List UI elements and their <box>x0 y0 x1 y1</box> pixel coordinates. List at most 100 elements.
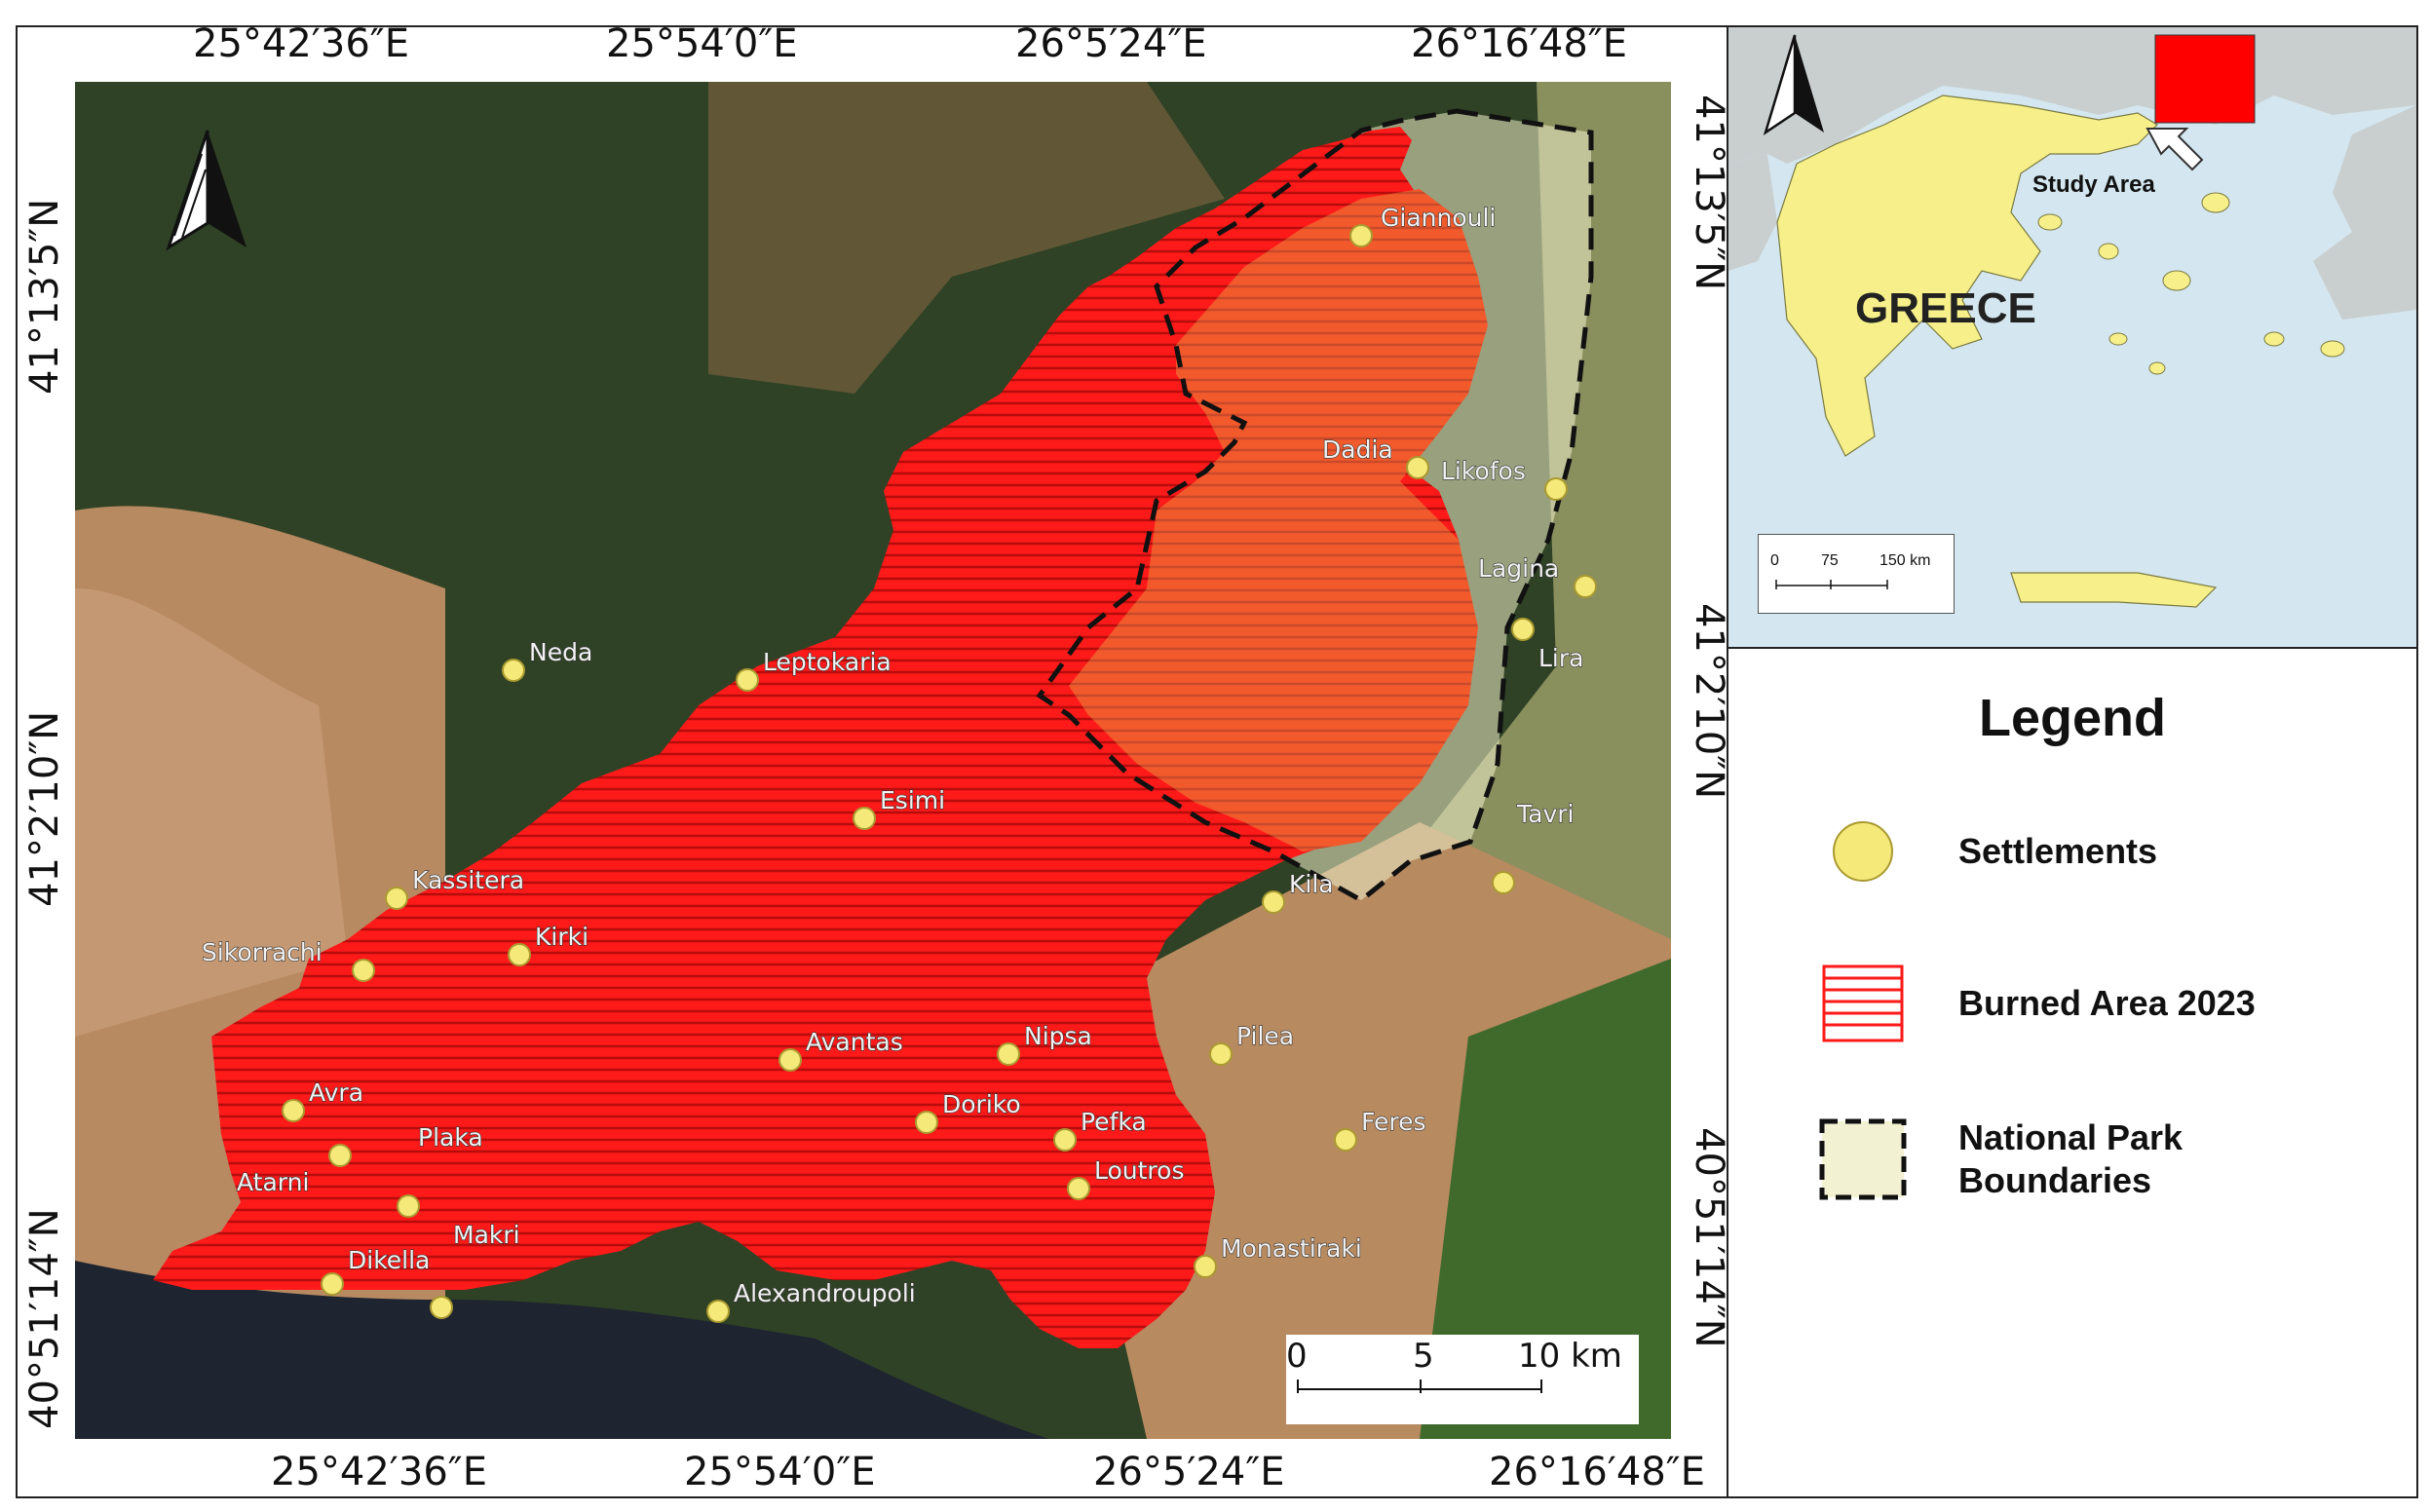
settlement-atarni[interactable]: Atarni <box>236 1167 420 1218</box>
settlement-neda[interactable]: Neda <box>502 637 593 682</box>
settlement-label: Avra <box>309 1078 363 1107</box>
settlements-layer: Giannouli Dadia Likofos Lagina Lira Tavr… <box>201 203 1597 1323</box>
settlement-avantas[interactable]: Avantas <box>778 1027 903 1072</box>
island <box>2037 213 2063 231</box>
settlement-label: Doriko <box>942 1090 1021 1118</box>
settlement-feres[interactable]: Feres <box>1334 1107 1426 1152</box>
settlement-label: Loutros <box>1094 1156 1184 1185</box>
settlement-plaka[interactable]: Plaka <box>328 1122 483 1167</box>
settlement-label: Neda <box>529 638 592 666</box>
settlement-label: Pefka <box>1081 1108 1147 1136</box>
settlement-label: Atarni <box>237 1168 309 1196</box>
legend-item-settlements: Settlements <box>1816 813 2157 890</box>
settlement-label: Kirki <box>535 923 589 951</box>
settlement-lira[interactable]: Lira <box>1511 618 1584 673</box>
bottom-coord-2: 25°54′0″E <box>684 1450 876 1494</box>
top-coord-2: 25°54′0″E <box>606 21 798 66</box>
settlement-pefka[interactable]: Pefka <box>1053 1107 1147 1152</box>
settlement-doriko[interactable]: Doriko <box>915 1089 1021 1134</box>
settlement-label: Plaka <box>418 1123 483 1152</box>
legend-item-park: National Park Boundaries <box>1816 1116 2183 1202</box>
settlement-esimi[interactable]: Esimi <box>853 785 946 830</box>
inset-scale-75: 75 <box>1821 552 1839 569</box>
settlement-pilea[interactable]: Pilea <box>1209 1021 1295 1066</box>
scale-bar-graphic <box>1297 1380 1542 1393</box>
park-boundary-symbol-icon <box>1816 1118 1910 1200</box>
bottom-coord-1: 25°42′36″E <box>271 1450 487 1494</box>
top-coord-1: 25°42′36″E <box>193 21 409 66</box>
burned-area-2023 <box>153 127 1459 1348</box>
settlement-label: Makri <box>453 1221 520 1249</box>
settlement-label: Giannouli <box>1381 204 1496 232</box>
settlement-sikorrachi[interactable]: Sikorrachi <box>201 937 375 982</box>
island <box>2201 192 2230 213</box>
north-arrow-icon <box>166 130 247 251</box>
settlement-label: Kassitera <box>412 866 524 894</box>
crete <box>2010 572 2218 608</box>
inset-map[interactable]: Study Area GREECE 0 75 150 km <box>1728 27 2416 649</box>
settlement-avra[interactable]: Avra <box>282 1077 364 1122</box>
top-coord-3: 26°5′24″E <box>1015 21 1207 66</box>
left-coord-1: 41°13′5″N <box>22 198 67 395</box>
study-area-label: Study Area <box>2032 171 2155 198</box>
settlement-loutros[interactable]: Loutros <box>1067 1155 1185 1200</box>
settlement-label: Sikorrachi <box>202 938 323 966</box>
settlement-label: Monastiraki <box>1221 1234 1362 1263</box>
burned-area-symbol-icon <box>1816 964 1910 1042</box>
right-coord-3: 40°51′14″N <box>1687 1127 1731 1348</box>
scale-bar: 0 5 10 km <box>1286 1335 1639 1424</box>
island <box>2263 331 2285 347</box>
settlement-label: Dadia <box>1322 435 1393 464</box>
settlement-tavri[interactable]: Tavri <box>1492 799 1575 894</box>
greece-label: GREECE <box>1855 284 2036 332</box>
left-coord-3: 40°51′14″N <box>22 1208 67 1429</box>
greece-mainland <box>1776 94 2158 457</box>
island <box>2098 243 2119 260</box>
delta-fields <box>1420 959 1671 1439</box>
island <box>2108 332 2128 346</box>
settlement-makri[interactable]: Makri <box>430 1220 520 1319</box>
inset-scale-graphic <box>1775 580 1888 589</box>
settlement-kassitera[interactable]: Kassitera <box>385 865 525 910</box>
legend-item-burned: Burned Area 2023 <box>1816 964 2256 1042</box>
main-map[interactable]: Giannouli Dadia Likofos Lagina Lira Tavr… <box>75 82 1671 1439</box>
legend-panel: Legend Settlements Burned Area 2023 Nati… <box>1728 649 2416 1496</box>
settlement-kirki[interactable]: Kirki <box>508 922 589 966</box>
national-park-boundary <box>1036 108 1594 903</box>
settlement-label: Lagina <box>1478 554 1559 583</box>
settlement-monastiraki[interactable]: Monastiraki <box>1194 1233 1362 1278</box>
island <box>2320 340 2345 358</box>
legend-label: Burned Area 2023 <box>1958 983 2256 1023</box>
settlement-label: Tavri <box>1516 800 1574 828</box>
main-map-svg: Giannouli Dadia Likofos Lagina Lira Tavr… <box>75 82 1671 1439</box>
settlement-dadia[interactable]: Dadia <box>1321 435 1429 479</box>
settlement-giannouli[interactable]: Giannouli <box>1349 203 1497 247</box>
settlement-label: Alexandroupoli <box>734 1279 916 1307</box>
panel-divider <box>1727 25 1728 1498</box>
turkey <box>2313 105 2416 320</box>
settlement-likofos[interactable]: Likofos <box>1440 456 1568 501</box>
settlement-label: Feres <box>1361 1108 1426 1136</box>
burned-area-in-park <box>1069 189 1488 851</box>
settlement-lagina[interactable]: Lagina <box>1477 553 1597 598</box>
settlement-nipsa[interactable]: Nipsa <box>997 1021 1092 1066</box>
settlement-label: Leptokaria <box>763 648 892 676</box>
right-coord-1: 41°13′5″N <box>1687 94 1731 291</box>
inset-scale-0: 0 <box>1770 552 1779 569</box>
legend-title: Legend <box>1978 689 2166 747</box>
settlement-label: Pilea <box>1236 1022 1294 1050</box>
settlement-dikella[interactable]: Dikella <box>321 1245 431 1296</box>
settlement-label: Avantas <box>806 1028 903 1056</box>
albania <box>1728 154 1777 271</box>
bottom-coord-4: 26°16′48″E <box>1489 1450 1705 1494</box>
inset-scale-bar: 0 75 150 km <box>1758 534 1955 614</box>
settlement-alexandroupoli[interactable]: Alexandroupoli <box>706 1278 916 1323</box>
inset-north-arrow-icon <box>1763 34 1824 135</box>
right-coord-2: 41°2′10″N <box>1687 603 1731 800</box>
settlement-label: Kila <box>1289 870 1334 898</box>
settlement-leptokaria[interactable]: Leptokaria <box>736 647 892 692</box>
hills-north <box>708 82 1225 394</box>
settlement-label: Esimi <box>880 786 945 814</box>
settlement-kila[interactable]: Kila <box>1262 869 1334 914</box>
farmland-west-2 <box>75 588 348 1037</box>
